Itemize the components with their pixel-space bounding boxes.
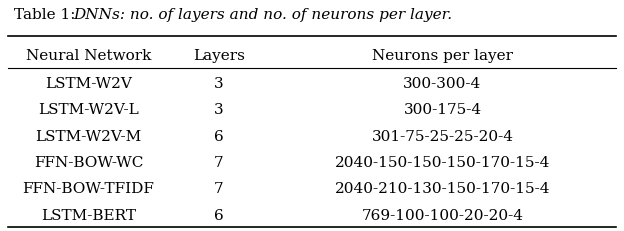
- Text: 6: 6: [214, 129, 223, 143]
- Text: 2040-150-150-150-170-15-4: 2040-150-150-150-170-15-4: [334, 155, 550, 169]
- Text: 7: 7: [214, 155, 223, 169]
- Text: 300-175-4: 300-175-4: [403, 103, 482, 117]
- Text: 2040-210-130-150-170-15-4: 2040-210-130-150-170-15-4: [334, 182, 550, 195]
- Text: FFN-BOW-WC: FFN-BOW-WC: [34, 155, 143, 169]
- Text: 301-75-25-25-20-4: 301-75-25-25-20-4: [371, 129, 514, 143]
- Text: 300-300-4: 300-300-4: [403, 77, 482, 91]
- Text: LSTM-BERT: LSTM-BERT: [41, 208, 136, 222]
- Text: Neural Network: Neural Network: [26, 49, 151, 63]
- Text: FFN-BOW-TFIDF: FFN-BOW-TFIDF: [22, 182, 154, 195]
- Text: LSTM-W2V: LSTM-W2V: [45, 77, 132, 91]
- Text: 7: 7: [214, 182, 223, 195]
- Text: 6: 6: [214, 208, 223, 222]
- Text: LSTM-W2V-M: LSTM-W2V-M: [35, 129, 142, 143]
- Text: Layers: Layers: [193, 49, 245, 63]
- Text: Neurons per layer: Neurons per layer: [372, 49, 513, 63]
- Text: 769-100-100-20-20-4: 769-100-100-20-20-4: [361, 208, 524, 222]
- Text: 3: 3: [214, 77, 223, 91]
- Text: 3: 3: [214, 103, 223, 117]
- Text: LSTM-W2V-L: LSTM-W2V-L: [38, 103, 139, 117]
- Text: Table 1:: Table 1:: [14, 8, 80, 22]
- Text: DNNs: no. of layers and no. of neurons per layer.: DNNs: no. of layers and no. of neurons p…: [73, 8, 452, 22]
